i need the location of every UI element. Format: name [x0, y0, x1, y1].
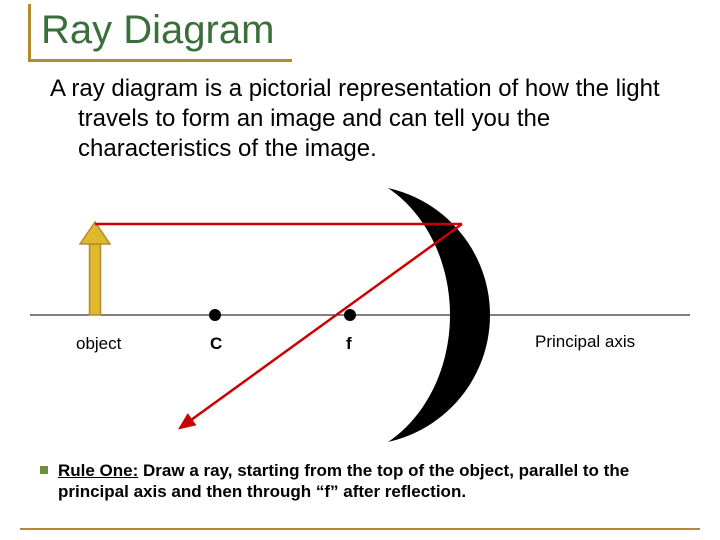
diagram-svg [30, 180, 690, 450]
label-C: C [210, 334, 222, 354]
bottom-rule [20, 528, 700, 530]
ray-diagram: object C f Principal axis [30, 180, 690, 450]
bullet-icon [40, 466, 48, 474]
rule-lead: Rule One: [58, 461, 138, 480]
label-f: f [346, 334, 352, 354]
title-container: Ray Diagram [28, 4, 292, 62]
label-principal-axis: Principal axis [535, 332, 635, 352]
page-title: Ray Diagram [41, 8, 274, 53]
label-object: object [76, 334, 121, 354]
rule-one-text: Rule One: Draw a ray, starting from the … [58, 460, 668, 503]
description-text: A ray diagram is a pictorial representat… [22, 74, 662, 164]
rule-body: Draw a ray, starting from the top of the… [58, 461, 629, 501]
